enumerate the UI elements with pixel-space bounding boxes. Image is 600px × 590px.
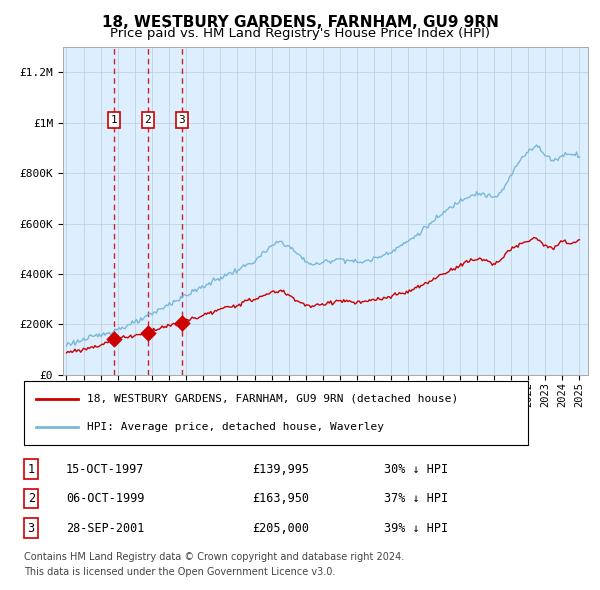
Text: 28-SEP-2001: 28-SEP-2001 — [66, 522, 145, 535]
Point — [109, 335, 119, 344]
Text: 1: 1 — [28, 463, 35, 476]
Point — [177, 318, 187, 327]
Text: 37% ↓ HPI: 37% ↓ HPI — [384, 492, 448, 505]
Text: 39% ↓ HPI: 39% ↓ HPI — [384, 522, 448, 535]
Text: £139,995: £139,995 — [252, 463, 309, 476]
Text: 2: 2 — [145, 115, 151, 125]
Text: 2: 2 — [28, 492, 35, 505]
Text: £205,000: £205,000 — [252, 522, 309, 535]
Text: HPI: Average price, detached house, Waverley: HPI: Average price, detached house, Wave… — [87, 422, 384, 432]
Text: 30% ↓ HPI: 30% ↓ HPI — [384, 463, 448, 476]
Text: 15-OCT-1997: 15-OCT-1997 — [66, 463, 145, 476]
Text: Contains HM Land Registry data © Crown copyright and database right 2024.: Contains HM Land Registry data © Crown c… — [24, 552, 404, 562]
Text: 1: 1 — [111, 115, 118, 125]
Text: £163,950: £163,950 — [252, 492, 309, 505]
Text: 18, WESTBURY GARDENS, FARNHAM, GU9 9RN: 18, WESTBURY GARDENS, FARNHAM, GU9 9RN — [101, 15, 499, 30]
Text: 3: 3 — [28, 522, 35, 535]
Text: This data is licensed under the Open Government Licence v3.0.: This data is licensed under the Open Gov… — [24, 567, 335, 577]
Text: 18, WESTBURY GARDENS, FARNHAM, GU9 9RN (detached house): 18, WESTBURY GARDENS, FARNHAM, GU9 9RN (… — [87, 394, 458, 404]
Text: Price paid vs. HM Land Registry's House Price Index (HPI): Price paid vs. HM Land Registry's House … — [110, 27, 490, 40]
Text: 06-OCT-1999: 06-OCT-1999 — [66, 492, 145, 505]
Text: 3: 3 — [178, 115, 185, 125]
Point — [143, 329, 153, 338]
